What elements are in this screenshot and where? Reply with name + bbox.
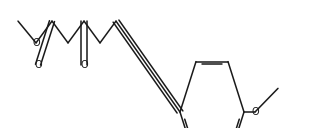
Text: O: O — [34, 60, 42, 70]
Text: O: O — [80, 60, 88, 70]
Text: O: O — [32, 38, 40, 48]
Text: O: O — [251, 107, 259, 117]
